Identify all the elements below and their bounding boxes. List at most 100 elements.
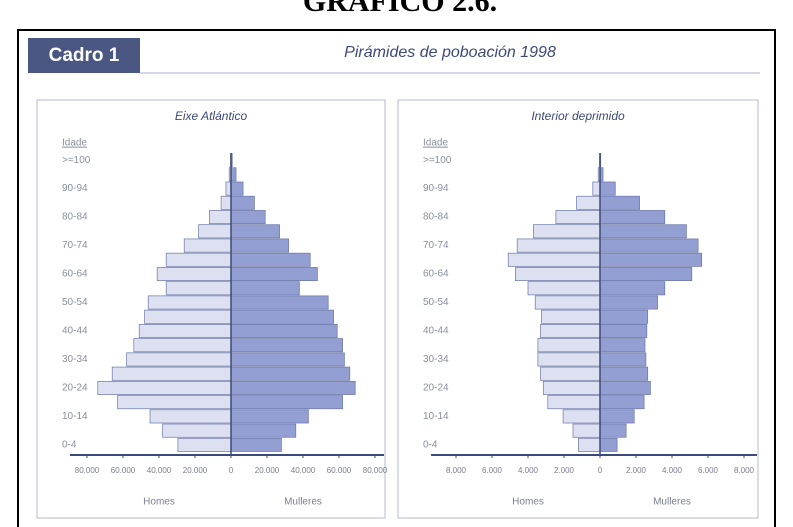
bar-homes	[578, 437, 601, 452]
bar-homes	[147, 295, 232, 310]
x-tick-label: 80.000	[363, 466, 388, 475]
bar-mulleres	[230, 352, 345, 367]
bar-homes	[540, 366, 601, 381]
bar-homes	[97, 380, 232, 395]
x-tick-label: 0	[229, 466, 234, 475]
bar-homes	[576, 195, 601, 210]
age-label: 0-4	[62, 440, 77, 451]
page-heading: GRÁFICO 2.6.	[303, 0, 497, 18]
bar-mulleres	[599, 380, 651, 395]
age-label: 10-14	[62, 411, 88, 422]
bar-mulleres	[599, 423, 627, 438]
bar-homes	[533, 224, 601, 239]
legend-label: Mulleres	[284, 497, 322, 508]
bar-homes	[537, 338, 601, 353]
bar-mulleres	[599, 210, 666, 225]
legend-label: Homes	[143, 497, 175, 508]
bar-mulleres	[599, 352, 647, 367]
bar-mulleres	[230, 324, 338, 338]
x-tick-label: 20.000	[255, 466, 280, 475]
bar-homes	[537, 352, 601, 367]
panel-frame	[36, 99, 386, 519]
bar-mulleres	[599, 395, 645, 410]
bar-homes	[220, 195, 232, 210]
bar-homes	[177, 437, 232, 452]
x-tick-label: 60.000	[111, 466, 136, 475]
bar-homes	[198, 224, 232, 239]
bar-mulleres	[230, 295, 329, 310]
bar-mulleres	[599, 338, 646, 353]
age-label: 90-94	[423, 183, 449, 194]
panel-title: Interior deprimido	[531, 109, 625, 123]
bar-mulleres	[230, 210, 266, 225]
bar-mulleres	[230, 409, 309, 424]
bar-mulleres	[230, 181, 244, 196]
bar-homes	[547, 395, 601, 410]
bar-mulleres	[230, 238, 289, 253]
panel-frame	[397, 99, 759, 519]
x-tick-label: 80.000	[75, 466, 100, 475]
bar-homes	[165, 281, 232, 296]
bar-mulleres	[230, 267, 318, 281]
bar-mulleres	[599, 238, 699, 253]
y-axis-label: Idade	[62, 138, 87, 149]
bar-mulleres	[230, 437, 282, 452]
bar-homes	[507, 252, 601, 267]
bar-homes	[209, 210, 232, 225]
legend-label: Homes	[512, 497, 544, 508]
bar-mulleres	[230, 395, 343, 410]
age-label: 70-74	[62, 240, 88, 251]
bar-mulleres	[230, 281, 300, 296]
main-title: Pirámides de poboación 1998	[344, 44, 556, 61]
age-label: 60-64	[423, 269, 449, 280]
age-label: 0-4	[423, 440, 438, 451]
bar-mulleres	[230, 423, 297, 438]
bar-mulleres	[599, 309, 649, 324]
x-tick-label: 6.000	[482, 466, 503, 475]
x-tick-label: 20.000	[183, 466, 208, 475]
bar-homes	[572, 423, 601, 438]
bar-mulleres	[599, 437, 618, 452]
age-label: 70-74	[423, 240, 449, 251]
legend-label: Mulleres	[653, 497, 691, 508]
bar-mulleres	[599, 281, 666, 296]
bar-homes	[527, 281, 601, 296]
age-label: >=100	[423, 155, 452, 166]
bar-mulleres	[599, 181, 616, 196]
bar-homes	[555, 210, 601, 225]
x-tick-label: 40.000	[291, 466, 316, 475]
x-tick-label: 2.000	[626, 466, 647, 475]
bar-mulleres	[599, 267, 693, 281]
bar-homes	[540, 324, 601, 338]
age-label: 10-14	[423, 411, 449, 422]
age-label: 50-54	[62, 297, 88, 308]
outer-frame	[17, 29, 776, 527]
age-label: 90-94	[62, 183, 88, 194]
x-tick-label: 2.000	[554, 466, 575, 475]
y-axis-label: Idade	[423, 138, 448, 149]
bar-homes	[126, 352, 232, 367]
x-tick-label: 6.000	[698, 466, 719, 475]
bar-mulleres	[599, 195, 640, 210]
bar-homes	[516, 238, 601, 253]
bar-homes	[534, 295, 601, 310]
age-label: 30-34	[62, 354, 88, 365]
bar-homes	[165, 252, 232, 267]
x-tick-label: 8.000	[734, 466, 755, 475]
bar-homes	[117, 395, 232, 410]
bar-homes	[562, 409, 601, 424]
age-label: 20-24	[62, 383, 88, 394]
x-tick-label: 0	[598, 466, 603, 475]
age-label: 30-34	[423, 354, 449, 365]
bar-mulleres	[599, 366, 649, 381]
bar-mulleres	[230, 224, 280, 239]
panel-title: Eixe Atlántico	[175, 109, 248, 123]
bar-homes	[162, 423, 232, 438]
bar-mulleres	[230, 167, 237, 182]
bar-mulleres	[230, 252, 311, 267]
age-label: 50-54	[423, 297, 449, 308]
age-label: 80-84	[423, 212, 449, 223]
bar-mulleres	[599, 224, 687, 239]
bar-mulleres	[230, 338, 343, 353]
